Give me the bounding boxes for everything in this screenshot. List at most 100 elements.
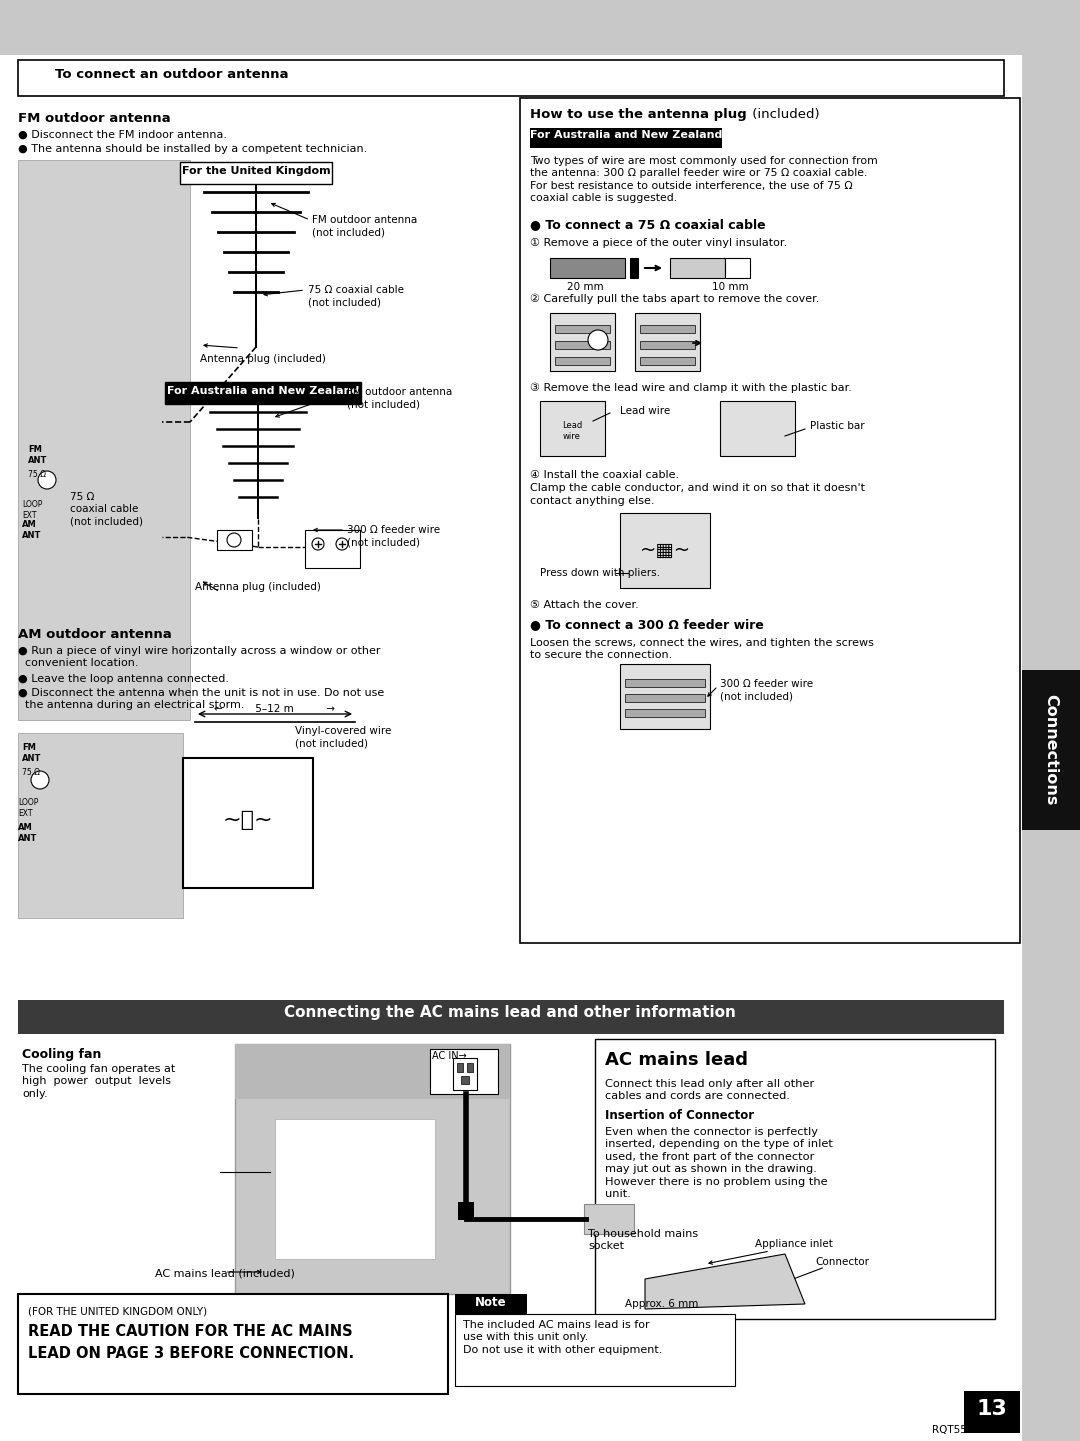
- Text: For Australia and New Zealand: For Australia and New Zealand: [530, 130, 723, 140]
- Text: ~▦~: ~▦~: [639, 540, 690, 559]
- Text: 20 mm: 20 mm: [567, 282, 604, 293]
- Text: 75 Ω: 75 Ω: [28, 470, 46, 478]
- Bar: [455, 1294, 527, 1314]
- Circle shape: [336, 537, 348, 550]
- Bar: [625, 709, 705, 718]
- Bar: [1022, 670, 1080, 830]
- Circle shape: [588, 330, 608, 350]
- Circle shape: [227, 533, 241, 548]
- Text: Insertion of Connector: Insertion of Connector: [605, 1110, 754, 1123]
- Bar: [725, 258, 750, 278]
- Text: The cooling fan operates at
high  power  output  levels
only.: The cooling fan operates at high power o…: [22, 1063, 175, 1099]
- Circle shape: [31, 771, 49, 790]
- Text: ③ Remove the lead wire and clamp it with the plastic bar.: ③ Remove the lead wire and clamp it with…: [530, 383, 852, 393]
- Text: LOOP
EXT: LOOP EXT: [22, 500, 42, 520]
- Text: ● The antenna should be installed by a competent technician.: ● The antenna should be installed by a c…: [18, 144, 367, 154]
- Text: Plastic bar: Plastic bar: [810, 421, 865, 431]
- Bar: [257, 403, 259, 519]
- Bar: [620, 513, 710, 588]
- Polygon shape: [645, 1254, 805, 1308]
- Text: LOOP
EXT: LOOP EXT: [18, 798, 39, 818]
- Text: LEAD ON PAGE 3 BEFORE CONNECTION.: LEAD ON PAGE 3 BEFORE CONNECTION.: [28, 1346, 354, 1360]
- Text: FM outdoor antenna
(not included): FM outdoor antenna (not included): [347, 388, 453, 409]
- Bar: [461, 1076, 469, 1084]
- Text: The included AC mains lead is for
use with this unit only.
Do not use it with ot: The included AC mains lead is for use wi…: [463, 1320, 662, 1355]
- Bar: [530, 128, 723, 148]
- Text: Antenna plug (included): Antenna plug (included): [200, 354, 326, 365]
- Text: 300 Ω feeder wire
(not included): 300 Ω feeder wire (not included): [720, 679, 813, 702]
- Bar: [275, 1120, 435, 1259]
- Text: (FOR THE UNITED KINGDOM ONLY): (FOR THE UNITED KINGDOM ONLY): [28, 1306, 207, 1316]
- Text: FM
ANT: FM ANT: [22, 744, 41, 764]
- Bar: [550, 258, 625, 278]
- Text: (included): (included): [748, 108, 820, 121]
- Bar: [1022, 0, 1080, 1441]
- Text: To household mains
socket: To household mains socket: [588, 1229, 698, 1251]
- Bar: [458, 1202, 474, 1221]
- Bar: [180, 161, 332, 184]
- Text: ● Disconnect the FM indoor antenna.: ● Disconnect the FM indoor antenna.: [18, 130, 227, 140]
- Bar: [519, 98, 1020, 942]
- Text: Appliance inlet: Appliance inlet: [755, 1239, 833, 1249]
- Bar: [235, 1043, 510, 1294]
- Circle shape: [38, 471, 56, 488]
- Bar: [964, 1391, 1020, 1432]
- Bar: [584, 1205, 634, 1233]
- Text: Clamp the cable conductor, and wind it on so that it doesn't: Clamp the cable conductor, and wind it o…: [530, 483, 865, 493]
- Bar: [18, 61, 1004, 97]
- Text: AM
ANT: AM ANT: [18, 823, 38, 843]
- Text: Note: Note: [475, 1295, 507, 1308]
- Text: contact anything else.: contact anything else.: [530, 496, 654, 506]
- Bar: [18, 1000, 1004, 1035]
- Bar: [455, 1314, 735, 1386]
- Text: Connector: Connector: [815, 1257, 869, 1267]
- Text: ① Remove a piece of the outer vinyl insulator.: ① Remove a piece of the outer vinyl insu…: [530, 238, 787, 248]
- Bar: [625, 695, 705, 702]
- Text: ● Leave the loop antenna connected.: ● Leave the loop antenna connected.: [18, 674, 229, 684]
- Text: FM
ANT: FM ANT: [28, 445, 48, 465]
- Bar: [457, 1063, 463, 1072]
- Bar: [625, 679, 705, 687]
- Text: AC IN→: AC IN→: [432, 1050, 467, 1061]
- Bar: [555, 342, 610, 349]
- Text: Two types of wire are most commonly used for connection from
the antenna: 300 Ω : Two types of wire are most commonly used…: [530, 156, 878, 203]
- Text: AC mains lead (included): AC mains lead (included): [156, 1270, 295, 1280]
- Bar: [183, 758, 313, 888]
- Text: ● Run a piece of vinyl wire horizontally across a window or other
  convenient l: ● Run a piece of vinyl wire horizontally…: [18, 646, 380, 669]
- Text: Connections: Connections: [1043, 695, 1058, 806]
- Text: 300 Ω feeder wire
(not included): 300 Ω feeder wire (not included): [347, 525, 441, 548]
- Text: AC mains lead: AC mains lead: [605, 1050, 748, 1069]
- Text: 75 Ω
coaxial cable
(not included): 75 Ω coaxial cable (not included): [70, 491, 143, 527]
- Bar: [430, 1049, 498, 1094]
- Text: Lead wire: Lead wire: [620, 406, 671, 416]
- Text: Approx. 6 mm: Approx. 6 mm: [625, 1298, 699, 1308]
- Text: 13: 13: [976, 1399, 1008, 1419]
- Bar: [640, 326, 696, 333]
- Text: For the United Kingdom: For the United Kingdom: [181, 166, 330, 176]
- Bar: [555, 357, 610, 365]
- Text: Antenna plug (included): Antenna plug (included): [195, 582, 321, 592]
- Bar: [555, 326, 610, 333]
- Text: AM outdoor antenna: AM outdoor antenna: [18, 628, 172, 641]
- Bar: [165, 382, 361, 403]
- Text: ~⌾~: ~⌾~: [222, 810, 273, 830]
- Text: Cooling fan: Cooling fan: [22, 1048, 102, 1061]
- Text: ● To connect a 300 Ω feeder wire: ● To connect a 300 Ω feeder wire: [530, 618, 764, 631]
- Bar: [720, 401, 795, 455]
- Bar: [18, 1294, 448, 1393]
- Text: ② Carefully pull the tabs apart to remove the cover.: ② Carefully pull the tabs apart to remov…: [530, 294, 820, 304]
- Bar: [630, 258, 638, 278]
- Text: FM outdoor antenna: FM outdoor antenna: [18, 112, 171, 125]
- Bar: [255, 184, 257, 324]
- Text: Loosen the screws, connect the wires, and tighten the screws
to secure the conne: Loosen the screws, connect the wires, an…: [530, 638, 874, 660]
- Bar: [640, 357, 696, 365]
- Text: Press down with pliers.: Press down with pliers.: [540, 568, 660, 578]
- Text: ● Disconnect the antenna when the unit is not in use. Do not use
  the antenna d: ● Disconnect the antenna when the unit i…: [18, 687, 384, 710]
- Bar: [18, 160, 190, 720]
- Bar: [670, 258, 725, 278]
- Text: To connect an outdoor antenna: To connect an outdoor antenna: [55, 68, 288, 81]
- Text: Vinyl-covered wire
(not included): Vinyl-covered wire (not included): [295, 726, 391, 748]
- Text: 10 mm: 10 mm: [712, 282, 748, 293]
- Text: 75 Ω: 75 Ω: [22, 768, 40, 777]
- Text: Even when the connector is perfectly
inserted, depending on the type of inlet
us: Even when the connector is perfectly ins…: [605, 1127, 833, 1199]
